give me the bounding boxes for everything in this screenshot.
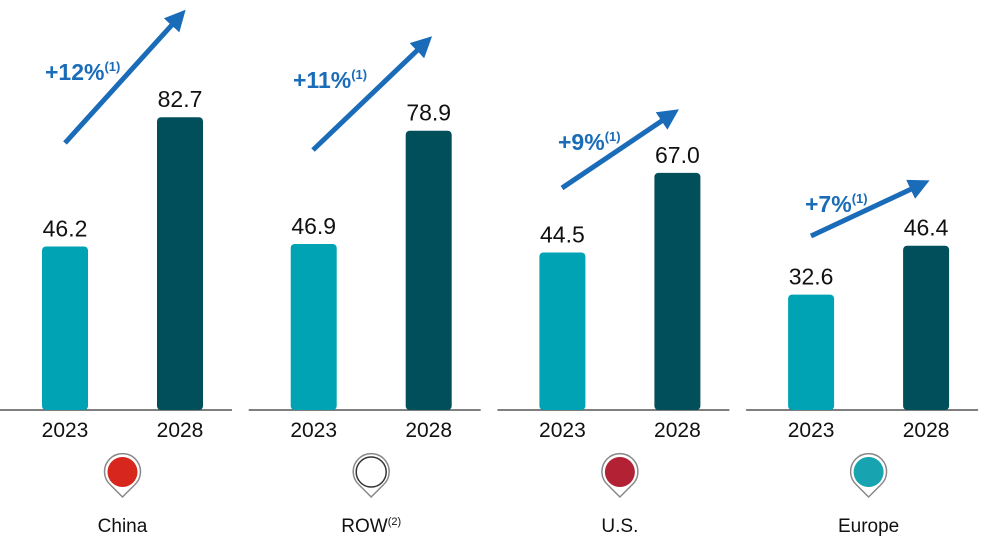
- bar: [903, 245, 950, 410]
- region-icon: [853, 457, 884, 487]
- region-name: Europe: [838, 516, 899, 537]
- value-label: 82.7: [158, 86, 203, 112]
- growth-label: +11%(1): [293, 67, 367, 93]
- region-icon: [107, 457, 138, 487]
- region-label: Europe: [838, 516, 899, 537]
- growth-arrow: [809, 179, 930, 239]
- x-tick-label: 2023: [788, 419, 835, 442]
- value-label: 46.4: [904, 215, 949, 241]
- growth-label: +7%(1): [805, 191, 868, 217]
- growth-note: (1): [605, 129, 621, 144]
- bar: [290, 243, 337, 410]
- bar: [157, 117, 203, 410]
- growth-value: +9%: [558, 129, 605, 155]
- value-label: 46.9: [291, 213, 336, 239]
- bar: [788, 294, 835, 410]
- growth-note: (1): [852, 191, 868, 206]
- growth-value: +7%: [805, 191, 852, 217]
- x-tick-label: 2028: [654, 419, 701, 442]
- growth-value: +12%: [45, 59, 104, 85]
- x-tick-label: 2028: [157, 419, 204, 442]
- bar: [405, 130, 452, 410]
- region-name: U.S.: [601, 516, 638, 537]
- bar: [539, 252, 586, 410]
- bar: [42, 246, 88, 410]
- region-note: (2): [388, 516, 401, 528]
- region-label: China: [98, 516, 148, 537]
- growth-label: +12%(1): [45, 59, 120, 85]
- x-tick-label: 2023: [290, 419, 337, 442]
- growth-arrow: [311, 36, 433, 152]
- x-tick-label: 2028: [903, 419, 950, 442]
- growth-note: (1): [104, 59, 120, 74]
- value-label: 44.5: [540, 221, 585, 247]
- growth-label: +9%(1): [558, 129, 621, 155]
- bar: [654, 172, 701, 410]
- growth-value: +11%: [293, 67, 351, 93]
- value-label: 46.2: [43, 215, 88, 241]
- region-name: China: [98, 516, 148, 537]
- value-label: 67.0: [655, 142, 700, 168]
- region-label: ROW(2): [341, 516, 401, 537]
- region-name: ROW: [341, 516, 388, 537]
- x-tick-label: 2023: [539, 419, 586, 442]
- region-label: U.S.: [601, 516, 638, 537]
- value-label: 32.6: [789, 264, 834, 290]
- region-icon: [604, 457, 635, 487]
- growth-arrow: [63, 9, 186, 145]
- growth-note: (1): [351, 67, 367, 82]
- value-label: 78.9: [406, 100, 451, 126]
- x-tick-label: 2023: [42, 419, 89, 442]
- growth-arrow: [560, 109, 679, 191]
- x-tick-label: 2028: [405, 419, 452, 442]
- region-icon: [355, 456, 387, 488]
